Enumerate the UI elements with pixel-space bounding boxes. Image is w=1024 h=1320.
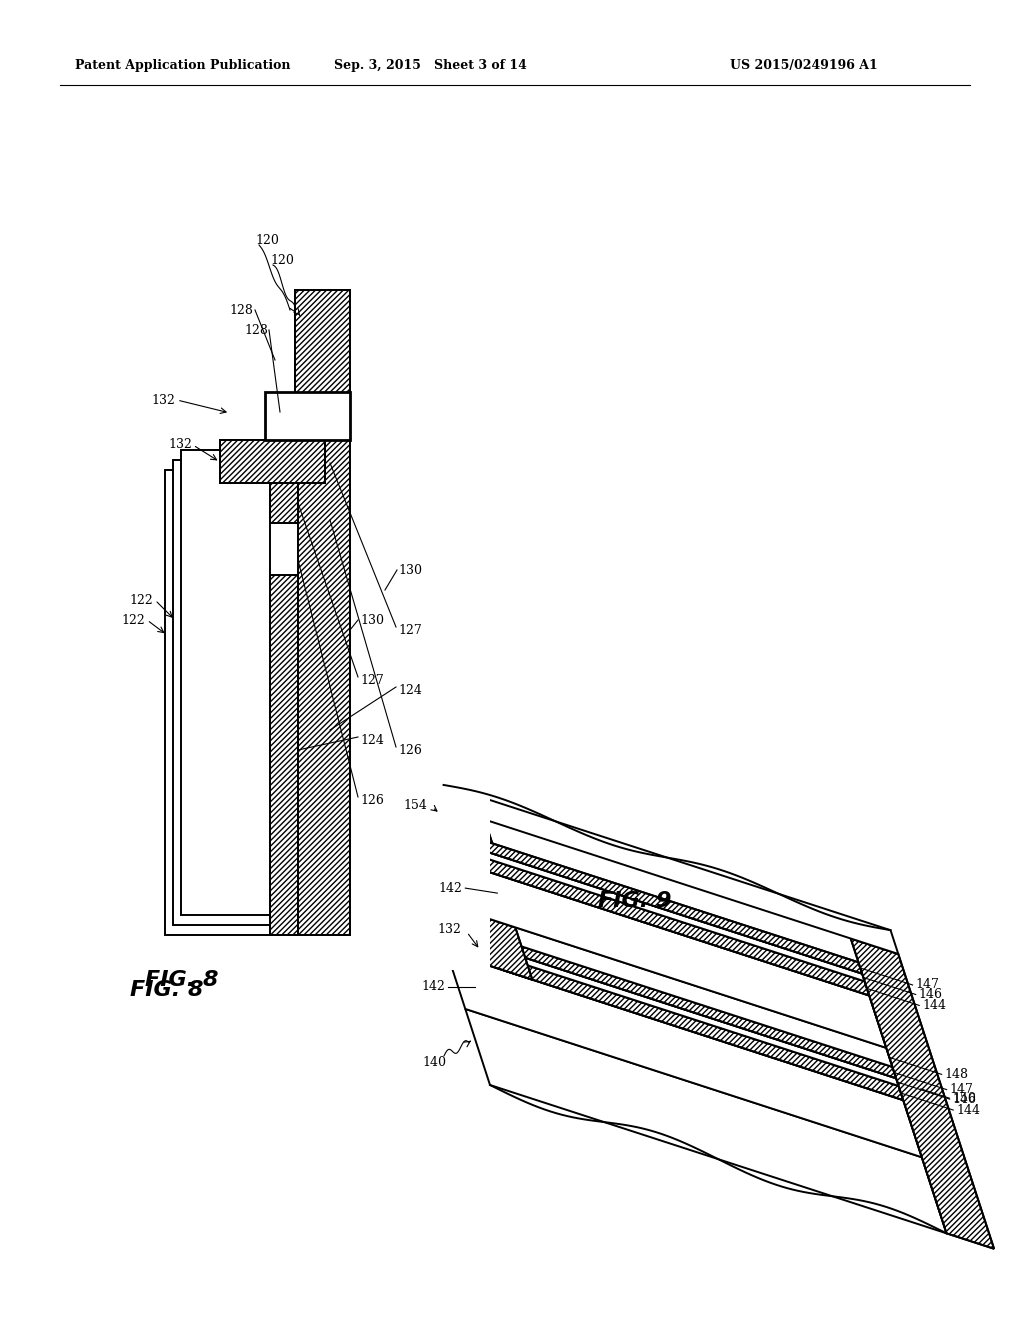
Polygon shape [481,850,864,981]
Polygon shape [486,919,893,1067]
Text: FIG. 8: FIG. 8 [130,979,204,1001]
Polygon shape [438,809,493,843]
Bar [290,540,330,931]
Bar [173,459,295,925]
Bar [160,411,300,920]
Bar [181,450,300,915]
Bar [270,576,298,935]
Text: 127: 127 [360,673,384,686]
Bar [290,484,330,540]
Text: 132: 132 [438,924,462,936]
Text: 126: 126 [398,743,422,756]
Text: 144: 144 [923,999,946,1012]
Polygon shape [443,785,898,954]
Text: 146: 146 [919,987,943,1001]
Bar [270,483,298,523]
Bar [175,411,310,909]
Text: 147: 147 [915,978,939,991]
Text: 128: 128 [229,304,253,317]
Text: 132: 132 [152,393,175,407]
Polygon shape [851,939,994,1249]
Polygon shape [468,912,532,979]
Polygon shape [465,1008,946,1233]
Text: 130: 130 [398,564,422,577]
Bar [90,170,490,970]
Text: FIG. 9: FIG. 9 [598,891,672,911]
Text: 120: 120 [270,253,294,267]
Text: 150: 150 [952,1092,976,1105]
Text: 127: 127 [398,623,422,636]
Bar [230,385,330,440]
Polygon shape [499,956,903,1100]
Text: 124: 124 [398,684,422,697]
Bar [295,290,350,935]
Polygon shape [470,866,886,1048]
Bar [145,400,290,931]
Bar [270,576,298,935]
Bar [290,440,330,484]
Bar [270,483,298,523]
Text: 144: 144 [956,1104,980,1117]
Text: 132: 132 [168,438,193,451]
Text: 140: 140 [422,1056,446,1069]
Text: 122: 122 [121,614,145,627]
Bar [270,335,385,389]
Polygon shape [497,949,899,1086]
Bar [330,285,385,931]
Polygon shape [484,858,869,995]
Bar [265,392,350,440]
Bar [270,523,298,576]
Bar [295,290,350,935]
Text: 126: 126 [360,793,384,807]
Text: 128: 128 [244,323,268,337]
Text: 148: 148 [945,1068,969,1081]
Bar [165,470,290,935]
Polygon shape [478,838,862,974]
Text: US 2015/0249196 A1: US 2015/0249196 A1 [730,58,878,71]
Bar [220,440,325,483]
Text: FIG. 8: FIG. 8 [145,970,218,990]
Text: 122: 122 [129,594,153,606]
Bar [230,385,330,440]
Bar [290,440,330,484]
Polygon shape [493,937,896,1078]
Bar [290,540,330,931]
Text: 120: 120 [255,234,279,247]
Text: 142: 142 [438,882,462,895]
Bar [220,440,325,483]
Text: Patent Application Publication: Patent Application Publication [75,58,291,71]
Text: Sep. 3, 2015   Sheet 3 of 14: Sep. 3, 2015 Sheet 3 of 14 [334,58,526,71]
Text: 130: 130 [360,614,384,627]
Bar [330,285,385,931]
Text: 142: 142 [421,979,445,993]
Text: 146: 146 [952,1093,977,1106]
Polygon shape [446,952,922,1158]
Text: 147: 147 [949,1084,974,1096]
Text: 124: 124 [360,734,384,747]
Text: 154: 154 [403,799,427,812]
